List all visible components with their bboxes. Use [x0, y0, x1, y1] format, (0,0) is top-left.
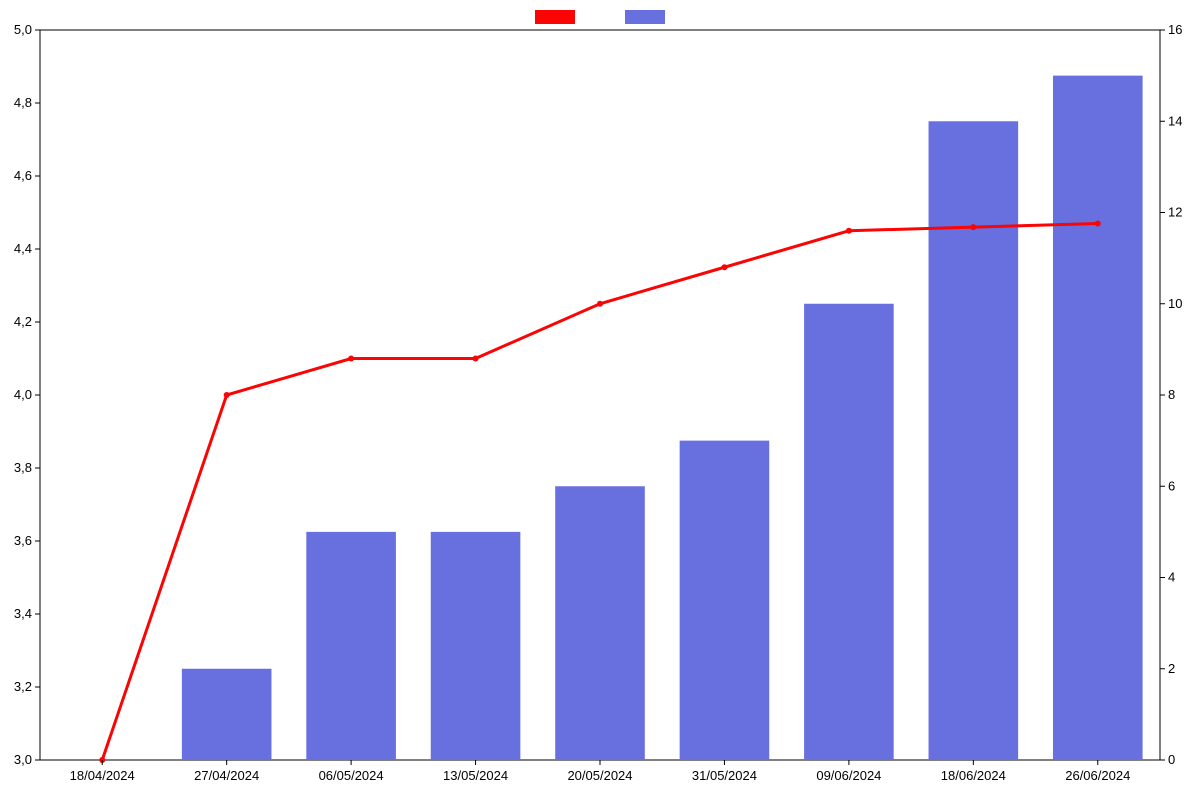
line-marker — [348, 356, 354, 362]
bar — [1053, 76, 1143, 760]
yleft-label: 3,8 — [14, 460, 32, 475]
x-label: 18/04/2024 — [70, 768, 135, 783]
bar — [555, 486, 645, 760]
x-label: 31/05/2024 — [692, 768, 757, 783]
line-marker — [1095, 220, 1101, 226]
yleft-label: 5,0 — [14, 22, 32, 37]
yleft-label: 4,0 — [14, 387, 32, 402]
yright-label: 8 — [1168, 387, 1175, 402]
combo-chart: 3,0 3,2 3,4 3,6 3,8 4,0 4,2 4,4 4,6 4,8 5,0 0 2 4 6 8 10… — [0, 0, 1200, 800]
chart-svg: 3,0 3,2 3,4 3,6 3,8 4,0 4,2 4,4 4,6 4,8 5,0 0 2 4 6 8 10… — [0, 0, 1200, 800]
x-label: 26/06/2024 — [1065, 768, 1130, 783]
bar — [182, 669, 272, 760]
bar — [680, 441, 770, 760]
yleft-label: 3,2 — [14, 679, 32, 694]
yleft-label: 3,6 — [14, 533, 32, 548]
yleft-label: 4,2 — [14, 314, 32, 329]
yleft-label: 4,6 — [14, 168, 32, 183]
bar — [431, 532, 521, 760]
line-marker — [224, 392, 230, 398]
yright-label: 0 — [1168, 752, 1175, 767]
yright-label: 2 — [1168, 661, 1175, 676]
yright-label: 14 — [1168, 113, 1182, 128]
x-label: 18/06/2024 — [941, 768, 1006, 783]
yright-label: 16 — [1168, 22, 1182, 37]
yleft-label: 4,8 — [14, 95, 32, 110]
yright-label: 6 — [1168, 478, 1175, 493]
line-marker — [721, 264, 727, 270]
yleft-label: 4,4 — [14, 241, 32, 256]
legend-swatch — [535, 10, 575, 24]
yleft-label: 3,4 — [14, 606, 32, 621]
x-label: 13/05/2024 — [443, 768, 508, 783]
x-label: 06/05/2024 — [319, 768, 384, 783]
legend-swatch — [625, 10, 665, 24]
x-label: 27/04/2024 — [194, 768, 259, 783]
line-marker — [846, 228, 852, 234]
bar — [929, 121, 1019, 760]
yright-label: 12 — [1168, 205, 1182, 220]
x-label: 09/06/2024 — [816, 768, 881, 783]
line-marker — [597, 301, 603, 307]
yright-label: 10 — [1168, 296, 1182, 311]
bar — [804, 304, 894, 760]
bar — [306, 532, 396, 760]
line-marker — [970, 224, 976, 230]
x-label: 20/05/2024 — [567, 768, 632, 783]
yright-label: 4 — [1168, 570, 1175, 585]
yleft-label: 3,0 — [14, 752, 32, 767]
line-marker — [473, 356, 479, 362]
